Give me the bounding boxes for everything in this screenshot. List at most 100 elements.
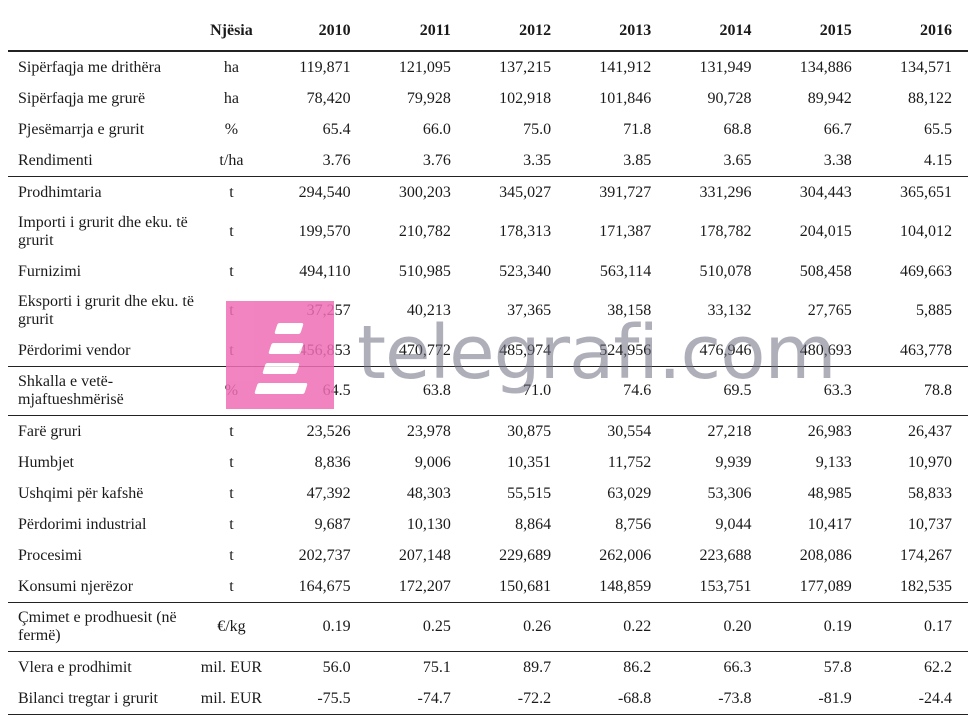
table-row: Bilanci tregtar i grurit mil. EUR -75.5 -74…	[8, 683, 968, 715]
table-row: Pjesëmarrja e grurit% 65.4 66.0 75.0 71.8 68.…	[8, 114, 968, 145]
value-cell: 68.8	[723, 120, 752, 138]
row-unit: €/kg	[196, 602, 267, 652]
value-cell: 469,663	[900, 262, 952, 280]
value-cell: 178,782	[699, 223, 752, 240]
value-cell: 79,928	[406, 89, 451, 107]
value-cell: 78.8	[867, 366, 968, 416]
value-cell: 75.1	[366, 651, 467, 683]
value-cell: 294,540	[266, 176, 367, 208]
value-cell: 121,095	[398, 58, 451, 76]
value-cell: 141,912	[599, 58, 652, 76]
value-cell: 74.6	[567, 366, 668, 416]
value-cell: 65.5	[924, 120, 952, 138]
value-cell: 48,985	[807, 484, 852, 502]
value-cell: 63,029	[607, 484, 652, 502]
header-year: 2014	[667, 12, 768, 52]
table-row: Çmimet e prodhuesit (në fermë) €/kg 0.19 0.…	[8, 602, 968, 652]
value-cell: 0.25	[366, 602, 467, 652]
value-cell: 104,012	[900, 223, 952, 240]
value-cell: -81.9	[767, 683, 868, 715]
value-cell: 463,778	[900, 341, 952, 359]
value-cell: 223,688	[699, 546, 752, 564]
value-cell: 47,392	[306, 484, 351, 502]
header-year: 2010	[266, 12, 367, 52]
value-cell: 48,303	[406, 484, 451, 502]
value-cell: 89.7	[466, 651, 568, 683]
value-cell: 38,158	[607, 302, 652, 319]
value-cell: 10,417	[807, 515, 852, 533]
value-cell: 33,132	[707, 302, 752, 319]
value-cell: 78,420	[306, 89, 351, 107]
value-cell: 202,737	[298, 546, 351, 564]
value-cell: 172,207	[398, 577, 451, 595]
value-cell: 69.5	[667, 366, 768, 416]
value-cell: 199,570	[298, 223, 351, 240]
table-row: Procesimi t 202,737 207,148 229,689 262,006 22…	[8, 540, 968, 571]
value-cell: 37,365	[507, 302, 552, 319]
value-cell: 0.19	[767, 602, 868, 652]
value-cell: 101,846	[599, 89, 652, 107]
value-cell: 4.15	[924, 151, 952, 169]
value-cell: 10,970	[908, 453, 952, 471]
value-cell: 3.76	[322, 151, 351, 169]
value-cell: 178,313	[499, 223, 552, 240]
value-cell: 3.85	[623, 151, 652, 169]
value-cell: 8,864	[515, 515, 552, 533]
value-cell: 71.8	[623, 120, 652, 138]
value-cell: 30,554	[567, 415, 668, 447]
table-row: Farë gruri t 23,526 23,978 30,875 30,554 27,21…	[8, 415, 968, 447]
value-cell: 11,752	[607, 453, 652, 471]
value-cell: 134,571	[900, 58, 952, 76]
value-cell: 10,351	[507, 453, 552, 471]
value-cell: 9,687	[314, 515, 351, 533]
value-cell: 62.2	[867, 651, 968, 683]
watermark-text: telegrafi.com	[357, 310, 837, 396]
value-cell: 3.76	[422, 151, 451, 169]
value-cell: 8,756	[615, 515, 652, 533]
header-label-cell	[8, 12, 197, 52]
value-cell: 10,130	[406, 515, 451, 533]
value-cell: 0.22	[567, 602, 668, 652]
row-unit: ha	[223, 58, 239, 76]
table-row: Sipërfaqja me grurë ha 78,420 79,928 102,918…	[8, 83, 968, 114]
row-label: Sipërfaqja me drithëra	[18, 58, 162, 76]
table-row: Sipërfaqja me drithëra ha 119,871 121,095 13…	[8, 51, 968, 83]
value-cell: 5,885	[916, 302, 952, 319]
value-cell: 0.19	[266, 602, 367, 652]
table-body: Sipërfaqja me drithëra ha 119,871 121,095 13…	[8, 51, 968, 715]
header-year: 2011	[366, 12, 467, 52]
value-cell: 204,015	[799, 223, 852, 240]
value-cell: 119,871	[299, 58, 351, 76]
value-cell: 0.17	[867, 602, 968, 652]
table-row: Humbjet t 8,836 9,006 10,351 11,752 9,939 9,133…	[8, 447, 968, 478]
value-cell: 208,086	[799, 546, 852, 564]
row-label: Sipërfaqja me grurë	[18, 89, 146, 107]
value-cell: 26,437	[867, 415, 968, 447]
value-cell: 90,728	[707, 89, 752, 107]
watermark-logo	[226, 301, 334, 409]
value-cell: 300,203	[366, 176, 467, 208]
row-unit: t	[229, 262, 234, 280]
row-unit: t	[229, 223, 234, 240]
value-cell: 3.38	[823, 151, 852, 169]
value-cell: 476,946	[699, 341, 752, 359]
value-cell: 0.26	[466, 602, 568, 652]
value-cell: 131,949	[699, 58, 752, 76]
value-cell: 58,833	[908, 484, 952, 502]
row-unit: t	[229, 515, 234, 533]
value-cell: -24.4	[867, 683, 968, 715]
row-unit: t	[196, 176, 267, 208]
row-unit: mil. EUR	[196, 683, 267, 715]
header-year: 2012	[466, 12, 568, 52]
value-cell: 510,985	[398, 262, 451, 280]
header-unit: Njësia	[196, 12, 267, 52]
value-cell: 134,886	[799, 58, 852, 76]
table-row: Përdorimi vendort456,853470,772485,97452…	[8, 335, 968, 367]
value-cell: 8,836	[314, 453, 351, 471]
value-cell: -68.8	[567, 683, 668, 715]
value-cell: 331,296	[667, 176, 768, 208]
value-cell: 523,340	[499, 262, 552, 280]
row-label: Eksporti i grurit dhe eku. të grurit	[18, 293, 194, 328]
value-cell: 3.65	[723, 151, 752, 169]
value-cell: 210,782	[398, 223, 451, 240]
